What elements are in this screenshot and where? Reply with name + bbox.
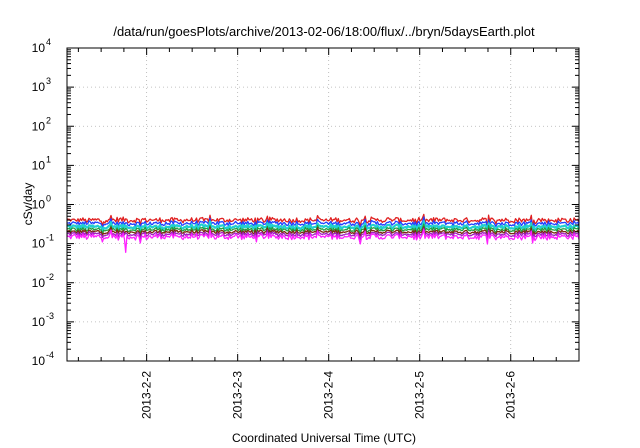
y-tick-exponent: 0 (46, 194, 51, 204)
x-tick-label: 2013-2-3 (231, 371, 245, 419)
y-tick-exponent: -1 (46, 233, 54, 243)
y-tick-label: 10 (32, 354, 46, 368)
y-tick-label: 10 (32, 315, 46, 329)
y-tick-exponent: -2 (46, 272, 54, 282)
y-tick-exponent: -3 (46, 311, 54, 321)
series-line-2 (66, 216, 580, 231)
y-tick-exponent: 4 (46, 37, 51, 47)
series-line-3 (66, 220, 580, 234)
y-tick-exponent: 2 (46, 115, 51, 125)
series-line-6 (66, 227, 580, 241)
x-tick-label: 2013-2-6 (504, 371, 518, 419)
series-line-5 (66, 226, 580, 238)
y-tick-label: 10 (32, 198, 46, 212)
y-tick-label: 10 (32, 237, 46, 251)
grid (67, 48, 579, 361)
y-tick-exponent: 3 (46, 76, 51, 86)
y-tick-label: 10 (32, 119, 46, 133)
x-tick-label: 2013-2-4 (322, 371, 336, 419)
series-line-7 (66, 228, 580, 253)
y-axis-label: cSv/day (21, 183, 35, 226)
series-line-1 (66, 213, 580, 228)
x-axis-label: Coordinated Universal Time (UTC) (232, 431, 416, 445)
x-axis: 2013-2-2 2013-2-3 2013-2-4 2013-2-5 2013-2-6 (77, 48, 580, 419)
x-tick-label: 2013-2-2 (140, 371, 154, 419)
series-line-4 (66, 223, 580, 236)
y-tick-label: 10 (32, 276, 46, 290)
y-tick-label: 10 (32, 41, 46, 55)
y-tick-exponent: -4 (46, 350, 54, 360)
y-tick-exponent: 1 (46, 154, 51, 164)
y-tick-label: 10 (32, 80, 46, 94)
x-tick-label: 2013-2-5 (413, 371, 427, 419)
chart-title: /data/run/goesPlots/archive/2013-02-06/1… (113, 24, 535, 39)
y-tick-label: 10 (32, 158, 46, 172)
series-group (66, 213, 580, 253)
